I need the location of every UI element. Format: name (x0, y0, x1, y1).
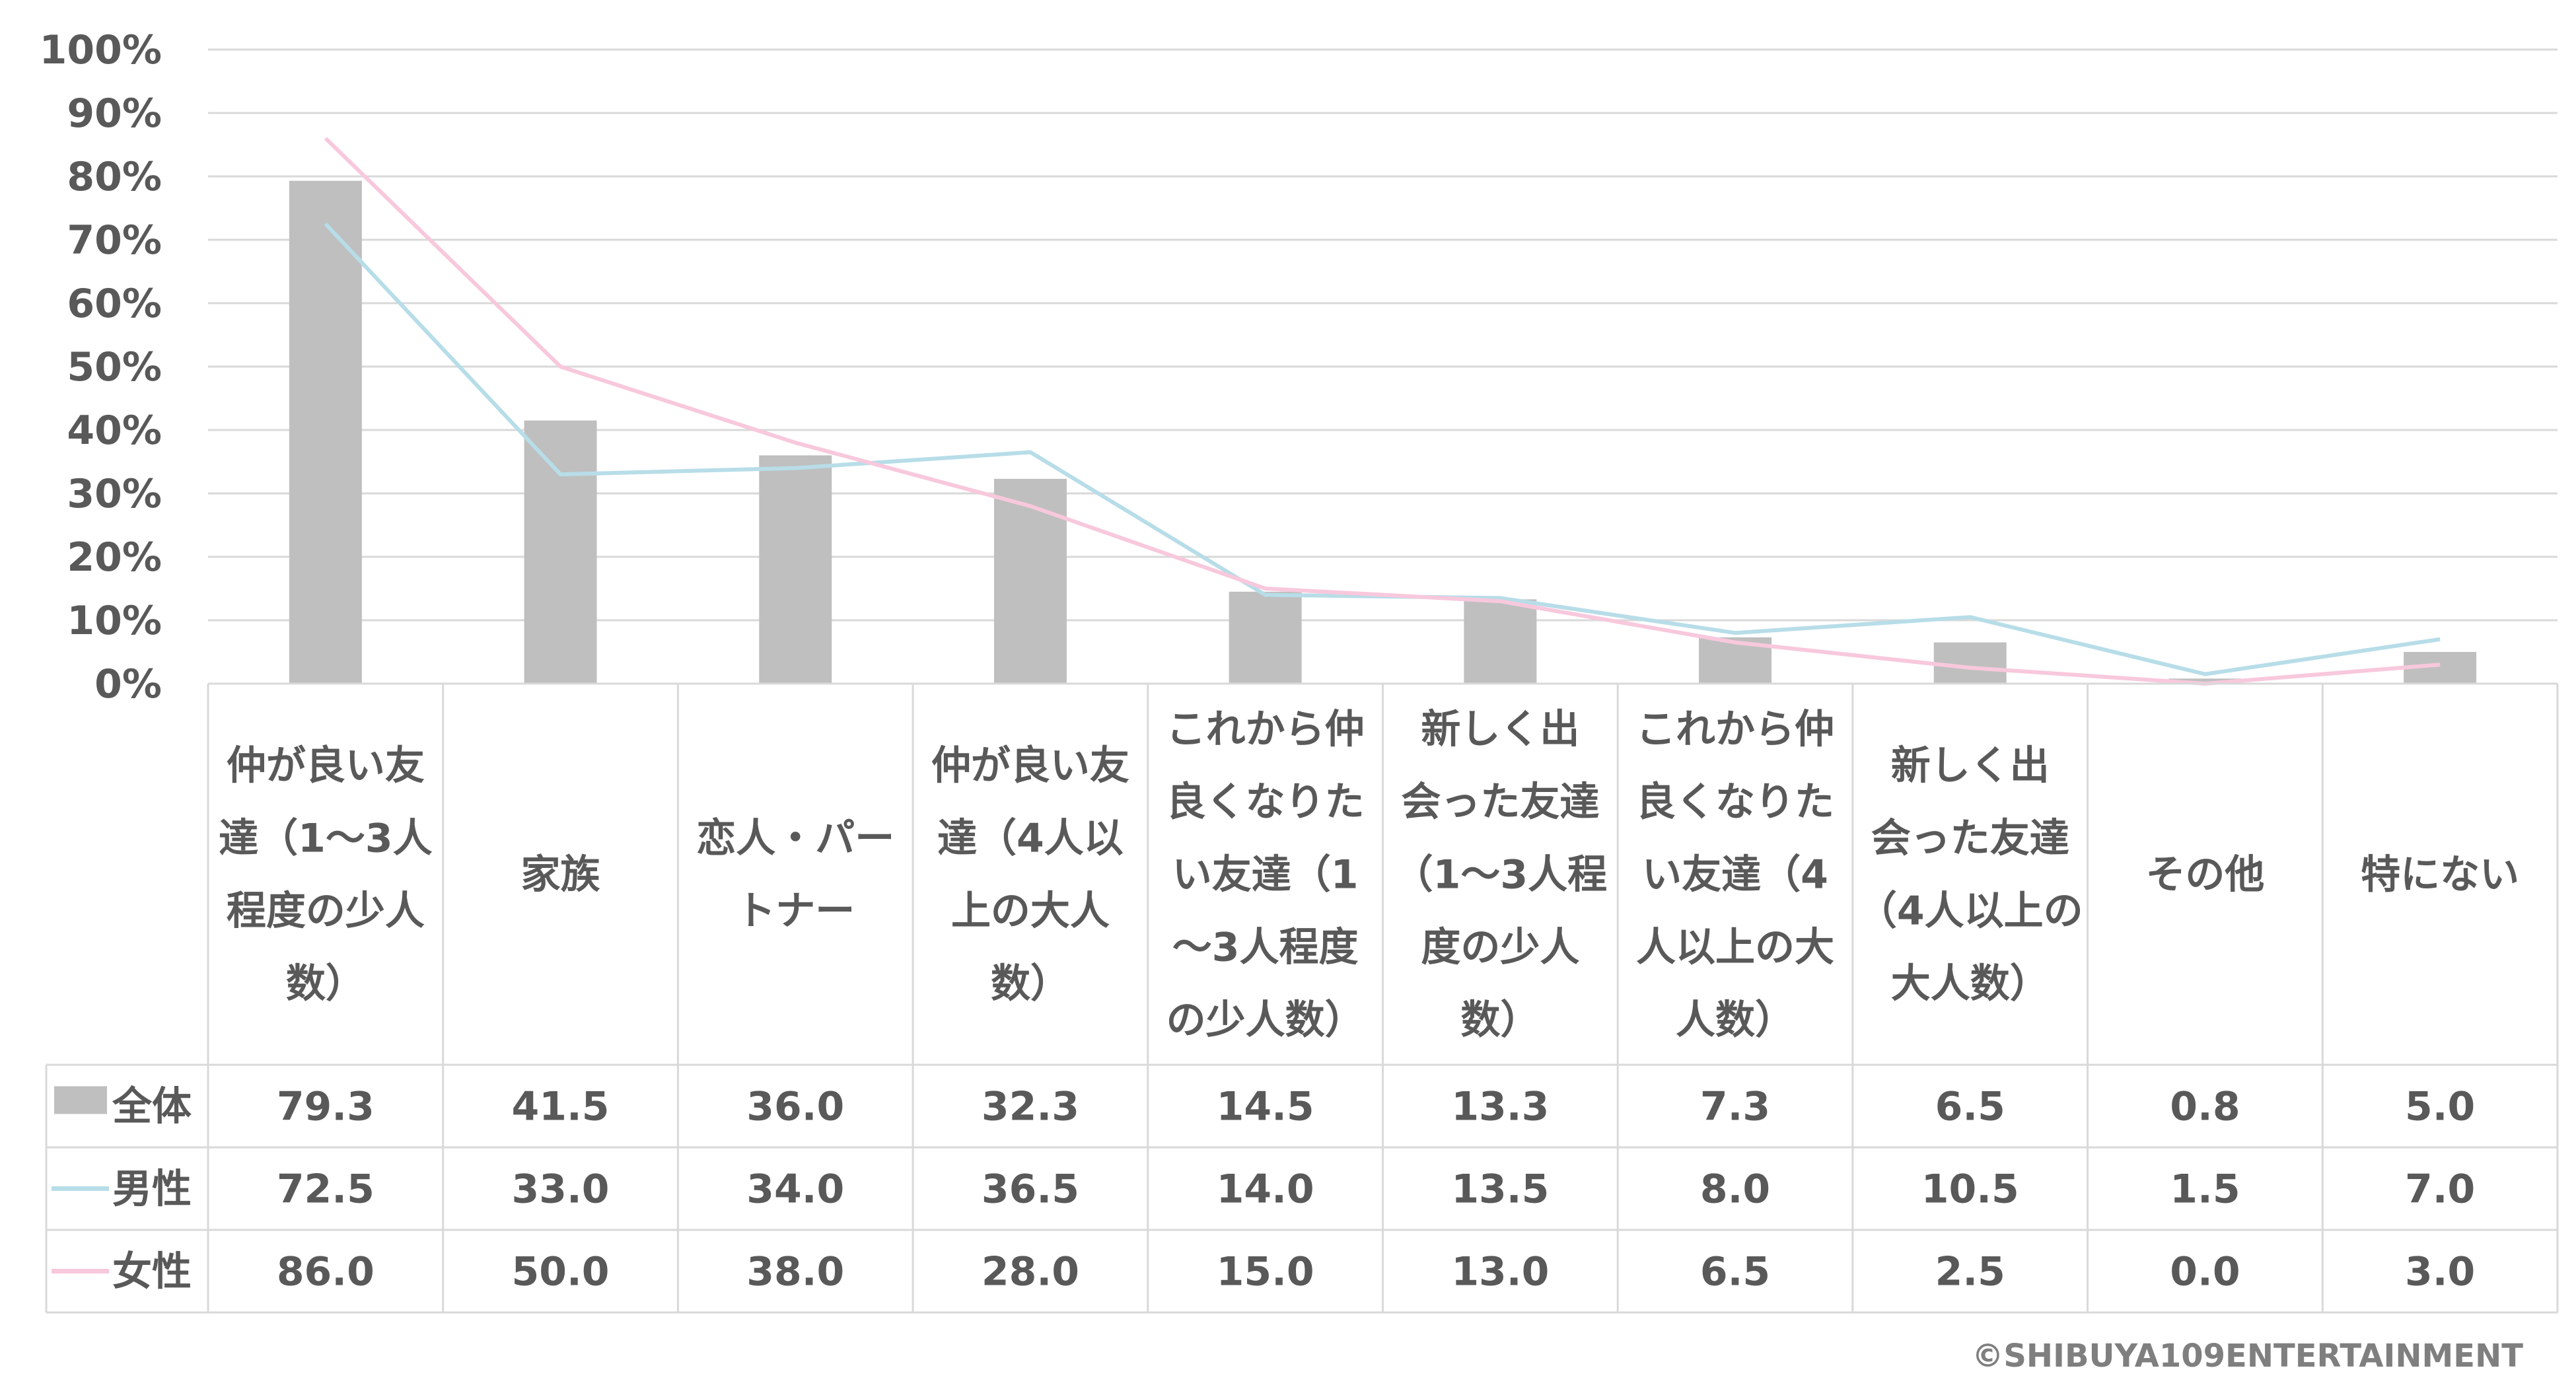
y-axis-ticks: 0% 10% 20% 30% 40% 50% 60% 70% 80% 90% 100% (40, 27, 162, 707)
legend-key (54, 1086, 107, 1114)
y-tick-label: 10% (67, 598, 162, 644)
data-cell: 8.0 (1700, 1166, 1770, 1213)
y-tick-label: 60% (67, 281, 162, 327)
data-cell: 6.5 (1935, 1084, 2005, 1130)
data-cell: 79.3 (277, 1084, 375, 1130)
series-line (324, 222, 2441, 676)
data-cell: 2.5 (1935, 1249, 2005, 1295)
category-label: 会った友達 (1401, 779, 1599, 826)
data-cell: 0.0 (2170, 1249, 2240, 1295)
data-cell: 36.5 (982, 1166, 1079, 1213)
data-cell: 86.0 (277, 1249, 375, 1295)
data-cell: 10.5 (1921, 1166, 2019, 1213)
y-tick-label: 30% (67, 471, 162, 517)
y-tick-label: 40% (67, 408, 162, 454)
data-cell: 7.0 (2405, 1166, 2475, 1213)
data-cell: 32.3 (982, 1084, 1079, 1130)
category-label: 仲が良い友 (931, 743, 1129, 789)
category-label: 恋人・パー (696, 816, 894, 862)
category-label: の少人数） (1166, 997, 1365, 1044)
data-cell: 72.5 (277, 1166, 375, 1213)
category-label: （1〜3人程 (1394, 852, 1608, 898)
data-cell: 15.0 (1217, 1249, 1314, 1295)
line-series (324, 137, 2441, 686)
data-cell: 50.0 (512, 1249, 610, 1295)
category-label: 人以上の大 (1636, 925, 1834, 971)
data-cell: 41.5 (512, 1084, 610, 1130)
gridlines (208, 48, 2558, 685)
data-cell: 5.0 (2405, 1084, 2475, 1130)
category-label: 達（4人以 (937, 816, 1124, 862)
category-label: 達（1〜3人 (219, 816, 433, 862)
category-label: 数） (1460, 997, 1540, 1044)
y-tick-label: 50% (67, 344, 162, 390)
bar (524, 420, 597, 684)
bar-series-overall (289, 180, 2477, 684)
category-label: い友達（1 (1172, 852, 1359, 898)
category-label: （4人以上の (1857, 888, 2083, 935)
bar (1464, 599, 1537, 684)
y-tick-label: 100% (40, 27, 162, 73)
data-cell: 28.0 (982, 1249, 1079, 1295)
category-label: 特にない (2361, 852, 2519, 898)
data-cell: 3.0 (2405, 1249, 2475, 1295)
bar (759, 455, 832, 684)
bar (1933, 642, 2007, 684)
y-tick-label: 90% (67, 90, 162, 137)
category-label: 〜3人程度 (1172, 925, 1359, 971)
category-label: 数） (991, 961, 1070, 1007)
bar (289, 180, 362, 684)
bar (993, 478, 1067, 684)
category-label: い友達（4 (1642, 852, 1828, 898)
data-cell: 14.0 (1217, 1166, 1314, 1213)
category-label: 度の少人 (1421, 925, 1579, 971)
y-tick-label: 80% (67, 154, 162, 200)
data-cell: 13.3 (1451, 1084, 1549, 1130)
category-label: これから仲 (1166, 707, 1365, 753)
data-cell: 36.0 (746, 1084, 844, 1130)
y-tick-label: 0% (94, 661, 162, 707)
category-label: その他 (2145, 852, 2264, 898)
bar (2168, 678, 2242, 684)
category-label: 人数） (1676, 997, 1795, 1044)
category-label: 数） (286, 961, 365, 1007)
data-cell: 14.5 (1217, 1084, 1314, 1130)
data-cell: 38.0 (746, 1249, 844, 1295)
category-label: トナー (736, 888, 855, 935)
category-label: 会った友達 (1871, 816, 2069, 862)
copyright-text: ©SHIBUYA109ENTERTAINMENT (1972, 1338, 2523, 1375)
category-label: 程度の少人 (227, 888, 425, 935)
category-label: 新しく出 (1421, 707, 1579, 753)
category-label: 仲が良い友 (227, 743, 425, 789)
data-cell: 34.0 (746, 1166, 844, 1213)
data-cell: 1.5 (2170, 1166, 2240, 1213)
y-tick-label: 20% (67, 534, 162, 581)
category-label: 家族 (521, 852, 600, 898)
category-label: 良くなりた (1166, 779, 1365, 826)
category-label: これから仲 (1636, 707, 1834, 753)
legend-label: 全体 (112, 1084, 192, 1130)
y-tick-label: 70% (67, 217, 162, 264)
category-label: 上の大人 (951, 888, 1110, 935)
data-cell: 6.5 (1700, 1249, 1770, 1295)
category-label: 大人数） (1891, 961, 2050, 1007)
legend-label: 女性 (112, 1249, 192, 1295)
data-cell: 13.0 (1451, 1249, 1549, 1295)
category-label: 良くなりた (1636, 779, 1834, 826)
bar (1229, 591, 1302, 684)
series-line (324, 137, 2441, 686)
legend-label: 男性 (112, 1166, 192, 1213)
data-cell: 13.5 (1451, 1166, 1549, 1213)
data-cell: 0.8 (2170, 1084, 2240, 1130)
data-cell: 33.0 (512, 1166, 610, 1213)
data-cell: 7.3 (1700, 1084, 1770, 1130)
category-label: 新しく出 (1891, 743, 2050, 789)
